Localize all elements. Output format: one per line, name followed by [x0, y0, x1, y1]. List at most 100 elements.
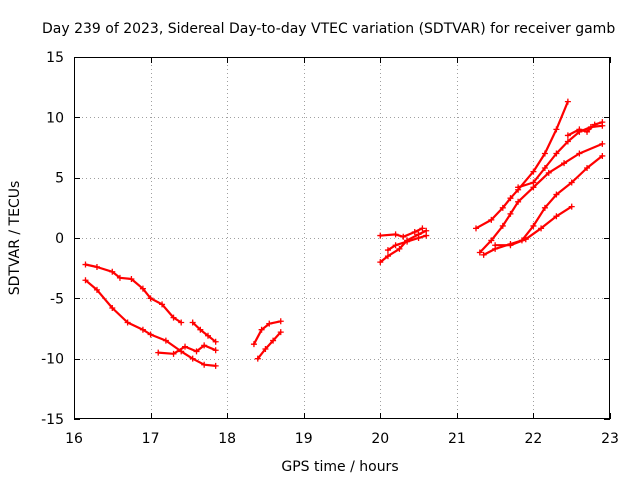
- chart-title: Day 239 of 2023, Sidereal Day-to-day VTE…: [42, 21, 615, 37]
- grid: [74, 57, 610, 419]
- data-point: [262, 346, 269, 353]
- series-arc-13: [492, 203, 575, 249]
- data-point: [82, 261, 89, 268]
- data-point: [541, 150, 548, 157]
- data-point: [553, 213, 560, 220]
- series-arc-11: [476, 140, 606, 256]
- data-point: [170, 314, 177, 321]
- y-tick-labels: -15 -10 -5 0 5 10 15: [41, 50, 64, 428]
- data-point: [82, 277, 89, 284]
- y-tick-label: -5: [50, 291, 64, 307]
- data-point: [507, 210, 514, 217]
- data-point: [538, 225, 545, 232]
- y-axis-label: SDTVAR / TECUs: [7, 181, 23, 296]
- data-point: [515, 184, 522, 191]
- data-point: [212, 362, 219, 369]
- data-point: [392, 231, 399, 238]
- series-line: [517, 124, 604, 189]
- data-point: [159, 301, 166, 308]
- data-point: [109, 268, 116, 275]
- x-tick-label: 18: [218, 431, 236, 447]
- x-tick-label: 21: [448, 431, 466, 447]
- data-point: [584, 165, 591, 172]
- series-line: [256, 331, 282, 360]
- series-arc-8: [377, 227, 430, 266]
- series-line: [482, 154, 604, 256]
- data-point: [250, 341, 257, 348]
- series-arc-3: [155, 342, 219, 357]
- data-point: [139, 326, 146, 333]
- series-arc-12: [480, 152, 606, 258]
- x-tick-label: 17: [142, 431, 160, 447]
- data-point: [277, 329, 284, 336]
- x-tick-labels: 16 17 18 19 20 21 22 23: [65, 431, 619, 447]
- series-arc-1: [82, 261, 185, 326]
- data-point: [488, 216, 495, 223]
- data-point: [193, 348, 200, 355]
- data-point: [591, 121, 598, 128]
- series-arc-15: [564, 119, 606, 139]
- data-series: [82, 98, 606, 369]
- data-point: [182, 343, 189, 350]
- data-point: [212, 347, 219, 354]
- data-point: [541, 204, 548, 211]
- data-point: [404, 238, 411, 245]
- data-point: [530, 168, 537, 175]
- data-point: [270, 337, 277, 344]
- data-point: [599, 152, 606, 159]
- data-point: [507, 242, 514, 249]
- data-point: [507, 195, 514, 202]
- data-point: [189, 319, 196, 326]
- data-point: [201, 342, 208, 349]
- x-axis-label: GPS time / hours: [281, 459, 398, 475]
- data-point: [480, 251, 487, 258]
- series-arc-7: [377, 225, 426, 240]
- data-point: [599, 140, 606, 147]
- data-point: [419, 225, 426, 232]
- data-point: [155, 349, 162, 356]
- data-point: [392, 242, 399, 249]
- data-point: [499, 222, 506, 229]
- data-point: [599, 119, 606, 126]
- data-point: [423, 232, 430, 239]
- data-point: [396, 245, 403, 252]
- data-point: [147, 331, 154, 338]
- series-arc-6: [254, 329, 284, 362]
- data-point: [584, 128, 591, 135]
- x-tick-label: 16: [65, 431, 83, 447]
- data-point: [568, 179, 575, 186]
- x-tick-label: 22: [525, 431, 543, 447]
- data-point: [522, 236, 529, 243]
- data-point: [553, 150, 560, 157]
- y-tick-label: 10: [46, 110, 64, 126]
- series-arc-2: [82, 277, 219, 369]
- data-point: [530, 179, 537, 186]
- data-point: [189, 355, 196, 362]
- y-tick-label: -15: [41, 412, 64, 428]
- data-point: [212, 338, 219, 345]
- data-point: [384, 253, 391, 260]
- series-line: [84, 263, 183, 324]
- data-point: [128, 276, 135, 283]
- data-point: [476, 249, 483, 256]
- series-arc-4: [189, 319, 219, 345]
- data-point: [162, 337, 169, 344]
- data-point: [139, 285, 146, 292]
- data-point: [411, 228, 418, 235]
- y-tick-label: -10: [41, 352, 64, 368]
- data-point: [377, 259, 384, 266]
- data-point: [576, 150, 583, 157]
- data-point: [545, 169, 552, 176]
- data-point: [576, 126, 583, 133]
- data-point: [205, 332, 211, 339]
- data-point: [277, 318, 284, 325]
- data-point: [541, 165, 548, 172]
- y-tick-label: 0: [55, 231, 64, 247]
- data-point: [124, 319, 131, 326]
- data-point: [515, 198, 522, 205]
- data-point: [254, 355, 261, 362]
- data-point: [93, 263, 100, 270]
- y-tick-label: 15: [46, 50, 64, 66]
- series-arc-9: [384, 232, 430, 254]
